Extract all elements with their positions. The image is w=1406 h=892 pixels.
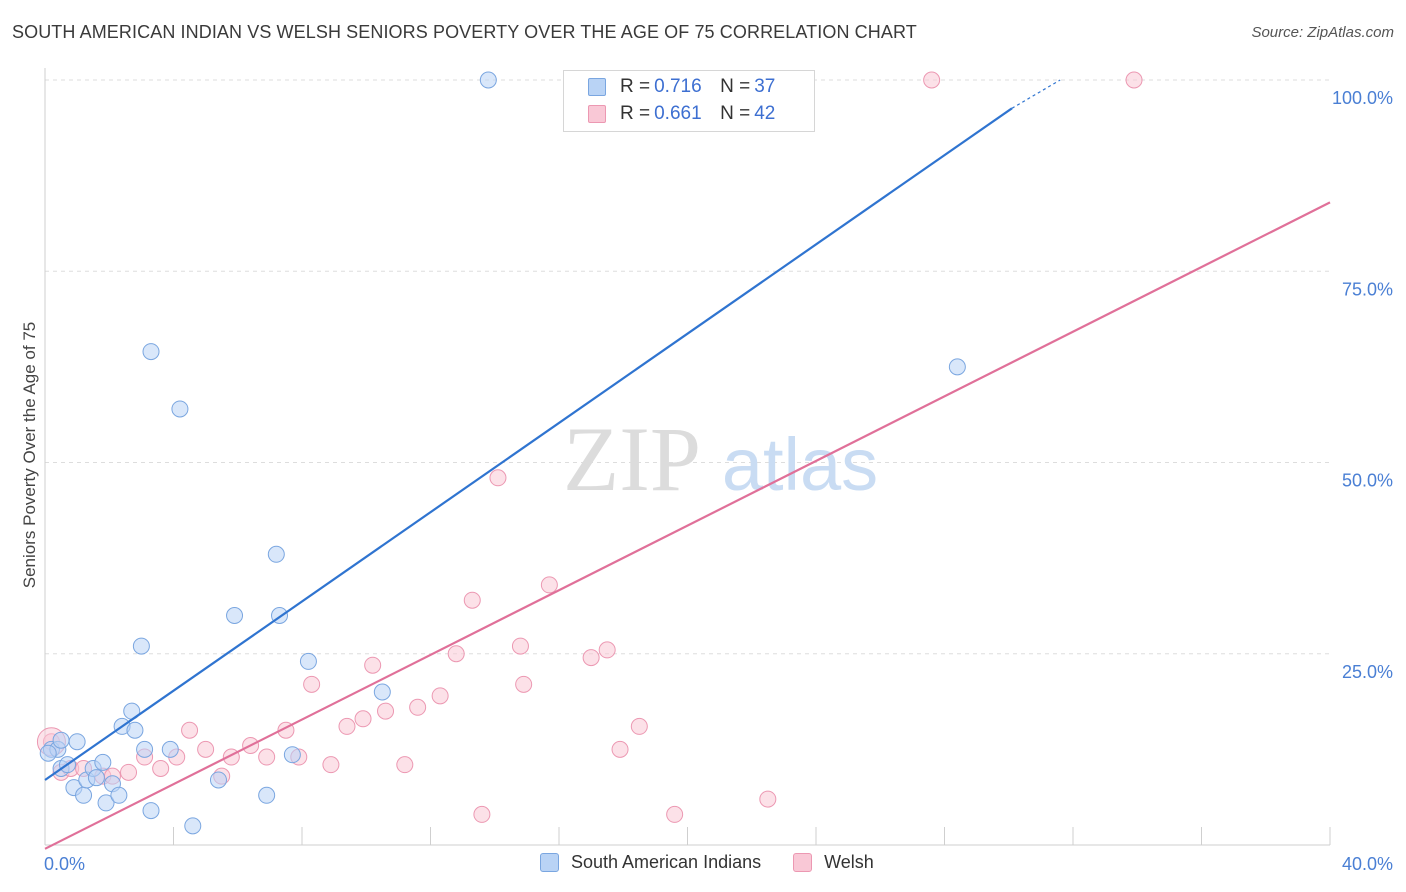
legend-row-welsh: R = 0.661 N = 42: [588, 102, 775, 126]
south-american-indians-point: [132, 637, 150, 655]
trend-line-welsh: [44, 201, 1331, 850]
south-american-indians-point: [142, 343, 160, 361]
legend-swatch-pink: [793, 853, 813, 872]
source-label: Source: ZipAtlas.com: [1251, 24, 1394, 41]
legend-swatch-blue: [588, 78, 606, 96]
welsh-point: [322, 756, 340, 774]
welsh-point: [582, 649, 600, 667]
legend-label: South American Indians: [571, 852, 762, 872]
series-legend: South American Indians Welsh: [540, 852, 906, 873]
south-american-indians-point: [948, 358, 966, 376]
welsh-point: [611, 740, 629, 758]
south-american-indians-point: [258, 786, 276, 804]
south-american-indians-point: [136, 740, 154, 758]
legend-n-label: N =: [720, 103, 751, 124]
legend-swatch-blue: [540, 853, 559, 872]
south-american-indians-point: [142, 802, 160, 820]
south-american-indians-point: [94, 753, 112, 771]
legend-r-value: 0.661: [654, 103, 702, 124]
x-tick-label: 0.0%: [44, 854, 85, 874]
y-tick-label: 100.0%: [1332, 88, 1393, 108]
watermark-atlas: atlas: [722, 423, 878, 506]
welsh-point: [409, 698, 427, 716]
legend-n-value: 37: [754, 76, 776, 97]
south-american-indians-point: [226, 607, 244, 624]
south-american-indians-point: [68, 733, 86, 751]
watermark: ZIP atlas: [563, 408, 878, 510]
welsh-point: [364, 656, 382, 674]
welsh-point: [1125, 71, 1143, 89]
tick-labels: 25.0% 50.0% 75.0% 100.0% 0.0% 40.0%: [44, 88, 1393, 874]
welsh-point: [181, 721, 199, 739]
legend-n-value: 42: [754, 103, 776, 124]
south-american-indians-point: [267, 545, 285, 563]
y-tick-label: 25.0%: [1342, 662, 1393, 682]
welsh-point: [540, 576, 558, 594]
welsh-point: [377, 702, 395, 720]
welsh-point: [258, 748, 276, 766]
welsh-point: [197, 740, 215, 758]
x-tick-label: 40.0%: [1342, 854, 1393, 874]
welsh-point: [630, 717, 648, 735]
y-axis-label: Seniors Poverty Over the Age of 75: [20, 322, 39, 588]
south-american-indians-point: [161, 740, 179, 758]
welsh-point: [473, 805, 491, 823]
welsh-point: [431, 687, 449, 705]
legend-label: Welsh: [824, 852, 874, 872]
welsh-point: [515, 675, 533, 693]
welsh-point: [463, 591, 481, 609]
trend-line-south-american-indians: [44, 107, 1013, 781]
welsh-point: [666, 805, 684, 823]
south-american-indians-point: [373, 683, 391, 701]
legend-r-label: R =: [620, 103, 651, 124]
welsh-point: [354, 710, 372, 728]
y-tick-label: 75.0%: [1342, 279, 1393, 299]
south-american-indians-point: [75, 786, 93, 804]
grid-lines: [45, 79, 1330, 655]
trend-line-south-american-indians-extension: [1011, 79, 1061, 109]
stats-legend: R = 0.716 N = 37 R = 0.661 N = 42: [563, 70, 815, 132]
legend-n-label: N =: [720, 76, 751, 97]
legend-item-welsh[interactable]: Welsh: [793, 852, 874, 873]
south-american-indians-point: [52, 731, 70, 749]
trend-lines: [44, 79, 1331, 850]
welsh-point: [598, 641, 616, 659]
south-american-indians-point: [39, 744, 57, 762]
welsh-point: [396, 756, 414, 774]
welsh-point: [303, 675, 321, 693]
legend-swatch-pink: [588, 105, 606, 123]
welsh-point: [759, 790, 777, 808]
y-tick-label: 50.0%: [1342, 471, 1393, 491]
welsh-point: [923, 71, 941, 89]
south-american-indians-point: [97, 794, 115, 812]
chart-title: SOUTH AMERICAN INDIAN VS WELSH SENIORS P…: [12, 22, 917, 42]
axes: [44, 68, 1331, 846]
south-american-indians-point: [283, 746, 301, 764]
south-american-indians-point: [479, 71, 497, 89]
welsh-point: [152, 760, 170, 777]
watermark-zip: ZIP: [563, 408, 701, 510]
south-american-indians-point: [87, 769, 105, 787]
south-american-indians-point: [299, 652, 317, 670]
welsh-point: [447, 645, 465, 663]
south-american-indians-point: [209, 771, 227, 789]
legend-row-south-american-indians: R = 0.716 N = 37: [588, 75, 775, 99]
south-american-indians-point: [184, 817, 202, 835]
welsh-point: [338, 717, 356, 735]
south-american-indians-point: [126, 721, 144, 739]
legend-r-label: R =: [620, 76, 651, 97]
legend-r-value: 0.716: [654, 76, 702, 97]
legend-item-south-american-indians[interactable]: South American Indians: [540, 852, 761, 873]
welsh-point: [120, 763, 138, 781]
welsh-point: [511, 637, 529, 655]
welsh-point: [489, 469, 507, 487]
south-american-indians-point: [110, 786, 128, 804]
south-american-indians-point: [171, 400, 189, 418]
